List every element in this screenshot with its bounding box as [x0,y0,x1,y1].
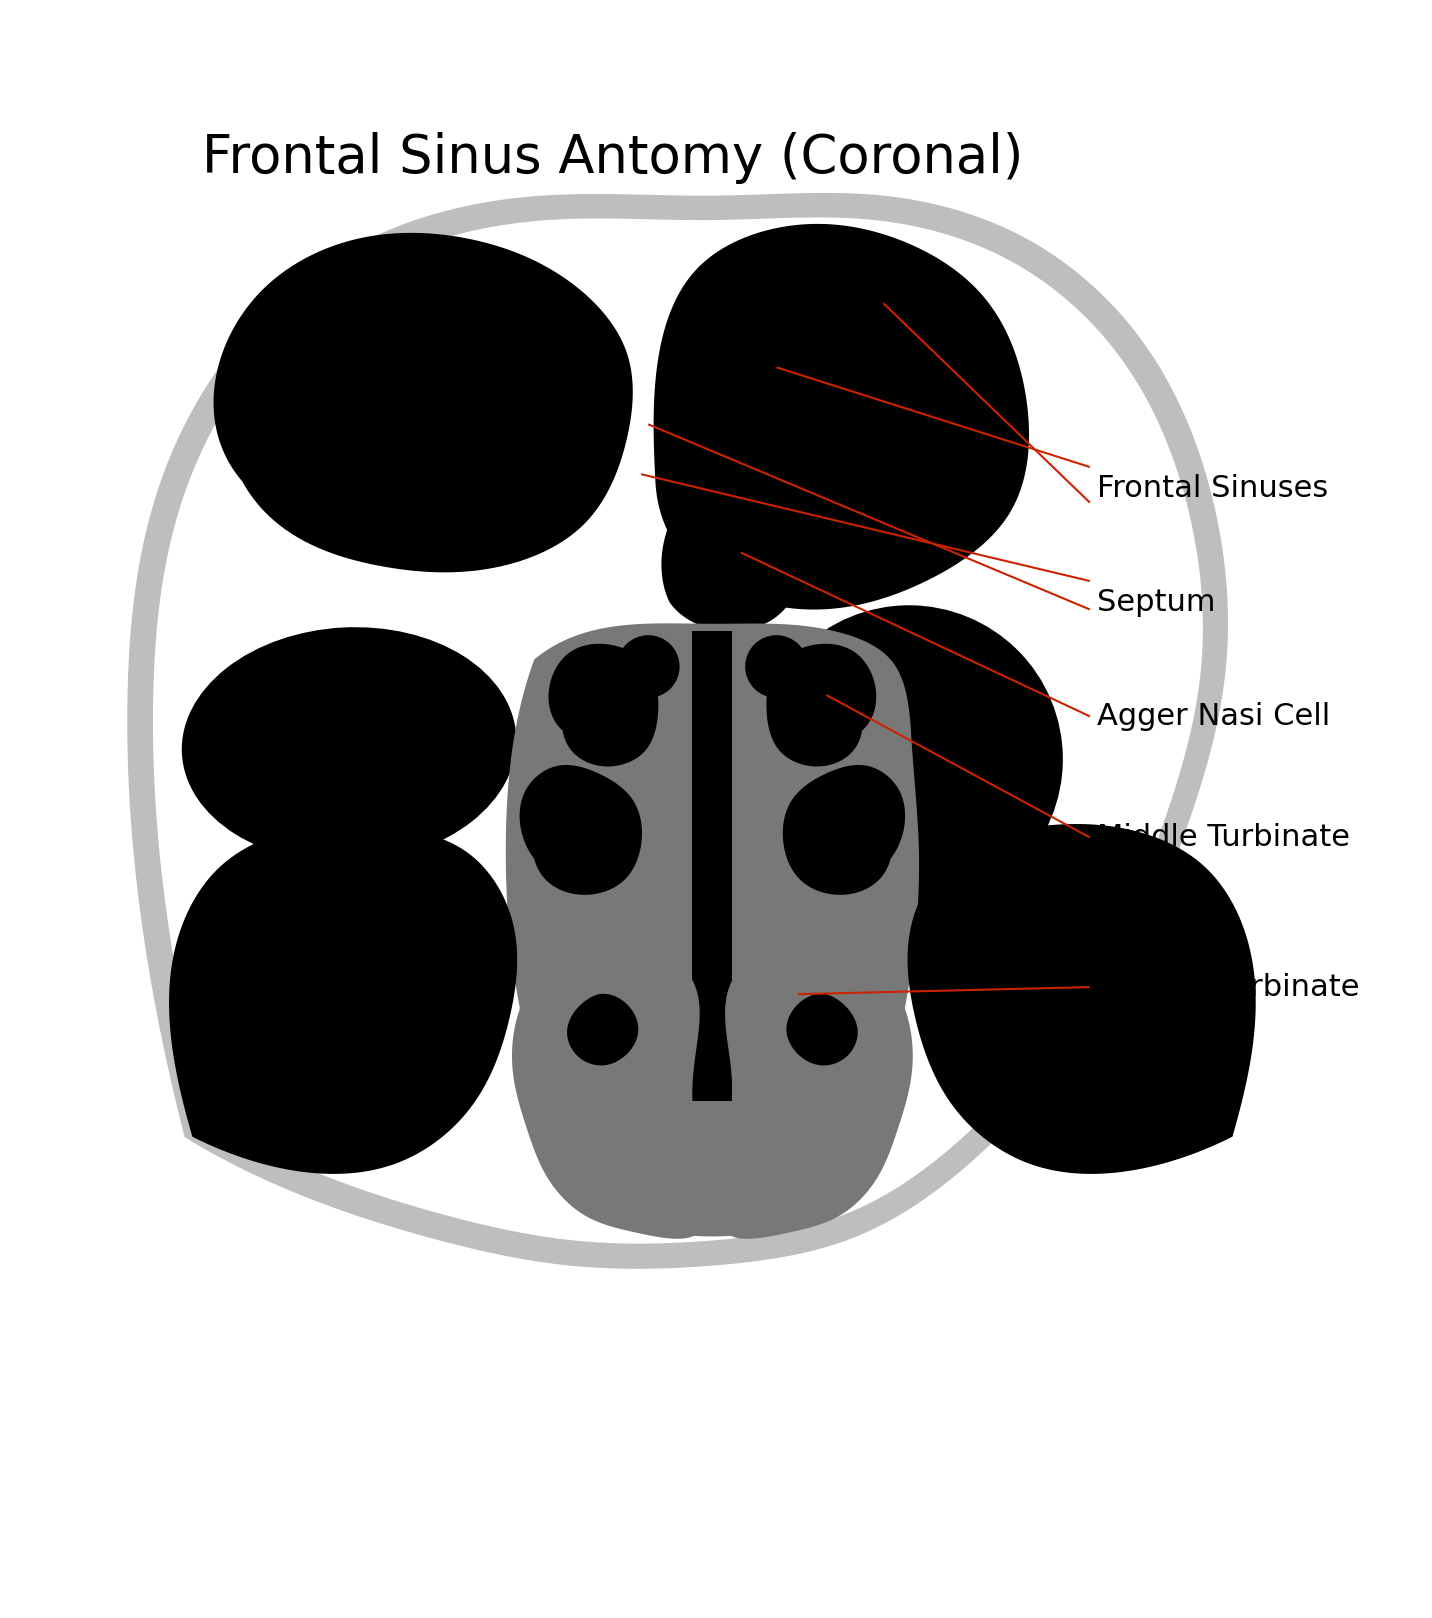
Circle shape [745,636,808,697]
Polygon shape [213,233,633,573]
Text: Middle Turbinate: Middle Turbinate [1097,824,1350,853]
Text: Frontal Sinuses: Frontal Sinuses [1097,474,1329,503]
Polygon shape [786,993,858,1066]
Text: Frontal Sinus Antomy (Coronal): Frontal Sinus Antomy (Coronal) [202,133,1024,184]
Text: Inferior Turbinate: Inferior Turbinate [1097,972,1359,1002]
Polygon shape [908,824,1256,1175]
Polygon shape [693,631,732,1102]
Polygon shape [719,937,912,1239]
Polygon shape [153,217,1203,1244]
Polygon shape [513,937,706,1239]
Circle shape [617,636,680,697]
Polygon shape [127,194,1227,1269]
Polygon shape [653,223,1030,610]
Polygon shape [520,765,642,895]
Polygon shape [548,644,659,767]
Polygon shape [505,623,919,1236]
Polygon shape [567,993,639,1066]
Text: Septum: Septum [1097,587,1216,616]
Ellipse shape [182,628,517,862]
Polygon shape [783,765,905,895]
Circle shape [755,605,1063,913]
Polygon shape [766,644,876,767]
Polygon shape [169,824,517,1175]
Polygon shape [662,472,808,631]
Text: Agger Nasi Cell: Agger Nasi Cell [1097,702,1330,731]
